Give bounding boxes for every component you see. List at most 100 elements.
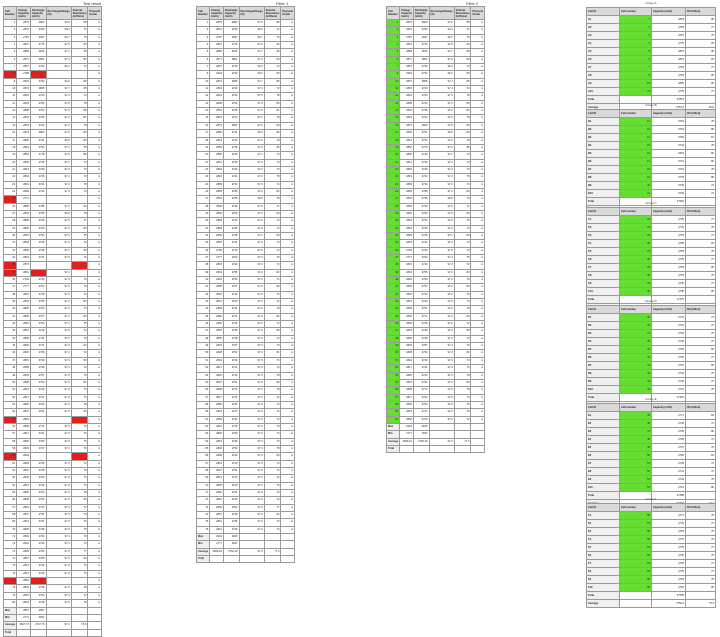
table-cell[interactable]: 75 (263, 481, 282, 491)
table-cell[interactable]: A (470, 33, 485, 43)
table-cell[interactable]: 81 (685, 451, 716, 460)
table-cell[interactable]: 50 (619, 451, 652, 460)
table-cell[interactable]: 76 (70, 444, 89, 454)
table-cell[interactable]: 2801 (399, 26, 414, 35)
table-cell[interactable]: 52 (2, 393, 18, 402)
table-cell[interactable]: 66 (619, 583, 652, 592)
table-cell[interactable]: 97.2 (428, 305, 455, 314)
summary-cell[interactable]: Total (2, 628, 18, 637)
table-cell[interactable]: 2867 (209, 511, 224, 520)
table-cell[interactable]: 78 (453, 371, 472, 380)
table-cell[interactable]: 18 (195, 136, 211, 145)
table-cell[interactable]: 97.3 (45, 591, 72, 601)
table-cell[interactable]: 71 (2, 533, 18, 542)
table-cell[interactable]: 19 (619, 173, 652, 182)
summary-cell[interactable] (412, 444, 430, 454)
table-cell[interactable]: A (280, 48, 295, 57)
table-cell[interactable]: A (280, 488, 295, 498)
table-cell[interactable]: 31 (619, 279, 652, 288)
table-cell[interactable]: B5 (586, 149, 620, 158)
table-cell[interactable]: 2854 (16, 151, 31, 160)
table-cell[interactable]: 7 (2, 63, 18, 72)
table-cell[interactable]: A (280, 70, 295, 79)
table-cell[interactable]: 2838 (209, 99, 224, 109)
table-cell[interactable]: 71 (263, 26, 282, 35)
table-cell[interactable]: 97.3 (428, 415, 455, 424)
table-cell[interactable]: 2778 (651, 173, 686, 182)
table-cell[interactable]: 71 (263, 202, 282, 211)
summary-cell[interactable]: 2867 (16, 606, 31, 615)
table-cell[interactable]: 46 (195, 320, 211, 329)
table-cell[interactable] (45, 261, 72, 270)
table-cell[interactable]: 3 (619, 31, 652, 40)
column-header[interactable]: Internal Resistance (mOhms) (263, 6, 282, 20)
table-cell[interactable]: 80 (70, 246, 89, 256)
table-cell[interactable]: 2749 (29, 386, 47, 395)
table-cell[interactable]: 2824 (16, 99, 31, 109)
table-cell[interactable]: 2822 (209, 422, 224, 432)
table-cell[interactable]: 97.3 (238, 481, 265, 491)
table-cell[interactable]: 74 (263, 430, 282, 439)
table-cell[interactable]: 2749 (29, 158, 47, 167)
table-cell[interactable]: 2743 (412, 85, 430, 94)
table-cell[interactable]: A7 (586, 63, 620, 72)
table-cell[interactable]: 2723 (222, 246, 240, 256)
summary-cell[interactable] (428, 430, 455, 439)
table-cell[interactable]: 2843 (209, 195, 224, 204)
table-cell[interactable]: 80 (70, 129, 89, 138)
table-cell[interactable]: 54 (619, 483, 652, 492)
table-cell[interactable]: 46 (2, 349, 18, 358)
table-cell[interactable]: 2750 (222, 430, 240, 439)
table-cell[interactable]: 2761 (222, 378, 240, 388)
table-cell[interactable]: 36 (195, 246, 211, 256)
table-cell[interactable]: 78 (263, 444, 282, 454)
table-cell[interactable]: 2882 (399, 48, 414, 57)
table-cell[interactable]: 85 (453, 143, 472, 153)
table-cell[interactable]: 2873 (16, 18, 31, 28)
table-cell[interactable]: 80 (685, 149, 716, 158)
table-cell[interactable]: 2828 (16, 378, 31, 388)
table-cell[interactable]: 2739 (222, 327, 240, 336)
table-cell[interactable]: 2801 (16, 26, 31, 35)
summary-cell[interactable]: Total (195, 555, 211, 564)
table-cell[interactable]: 76 (263, 408, 282, 417)
table-cell[interactable]: E9 (586, 475, 620, 484)
table-cell[interactable]: 72 (453, 85, 472, 94)
table-cell[interactable]: 2804 (209, 165, 224, 175)
column-header[interactable]: Capacity (mAh) (651, 109, 686, 118)
table-cell[interactable]: 30 (195, 217, 211, 226)
table-cell[interactable]: 39 (2, 298, 18, 307)
table-cell[interactable]: 97.3 (428, 261, 455, 270)
table-cell[interactable]: 21 (385, 158, 401, 167)
table-cell[interactable]: 2854 (209, 143, 224, 153)
table-cell[interactable]: 40 (195, 276, 211, 285)
table-cell[interactable]: F10 (586, 583, 620, 592)
table-cell[interactable]: C4 (586, 239, 620, 248)
column-header[interactable]: Discharge Capacity (mAh) (412, 6, 430, 20)
table-cell[interactable]: 51 (619, 459, 652, 468)
table-cell[interactable]: A (280, 180, 295, 189)
table-cell[interactable]: A (87, 151, 102, 160)
table-cell[interactable]: 2815 (209, 437, 224, 446)
summary-cell[interactable]: 77.4 (263, 547, 282, 557)
table-cell[interactable]: 2742 (222, 290, 240, 300)
table-cell[interactable]: 97.3 (238, 466, 265, 476)
table-cell[interactable]: 97.5 (238, 92, 265, 101)
table-cell[interactable]: 80 (685, 483, 716, 492)
table-cell[interactable]: 2750 (412, 276, 430, 285)
table-cell[interactable]: 48 (619, 435, 652, 444)
table-cell[interactable]: 97.1 (238, 231, 265, 241)
column-header[interactable]: Capacity (mAh) (651, 7, 686, 16)
summary-cell[interactable]: 75.3 (685, 599, 716, 608)
table-cell[interactable]: 2757 (651, 443, 686, 452)
table-cell[interactable]: 2697 (412, 33, 430, 43)
table-cell[interactable]: 85 (453, 99, 472, 109)
table-cell[interactable] (29, 452, 47, 461)
table-cell[interactable]: A (87, 437, 102, 446)
table-cell[interactable]: 9 (2, 77, 18, 87)
table-cell[interactable]: 72 (70, 562, 89, 571)
table-cell[interactable]: 80 (263, 327, 282, 336)
table-cell[interactable]: 2822 (209, 290, 224, 300)
table-cell[interactable]: 2749 (29, 525, 47, 535)
table-cell[interactable]: 57 (619, 519, 652, 528)
